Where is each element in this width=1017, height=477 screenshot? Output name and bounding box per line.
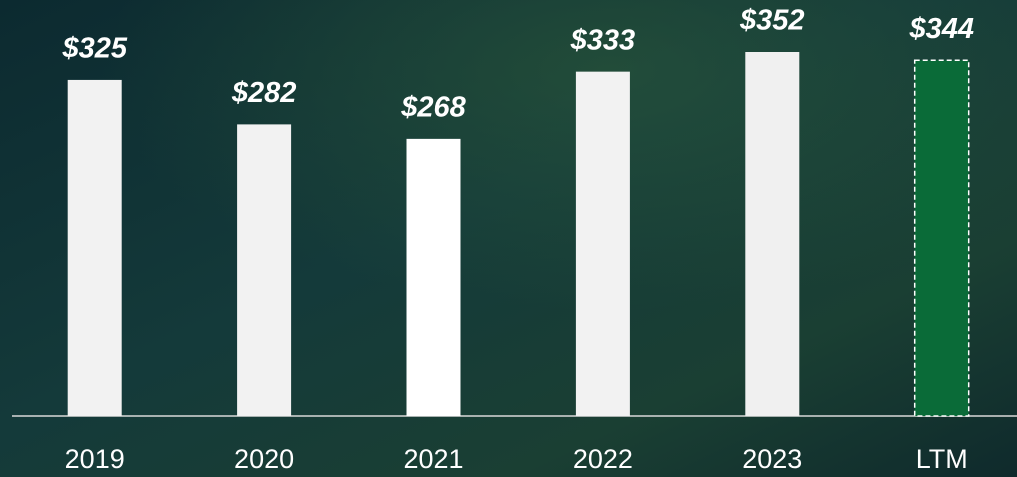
x-tick-label: 2020 <box>234 444 294 474</box>
bar <box>575 71 630 416</box>
x-tick-label: 2021 <box>403 444 463 474</box>
bar <box>67 79 122 416</box>
bar <box>745 52 800 416</box>
value-label: $344 <box>908 13 974 45</box>
x-tick-label: LTM <box>916 444 968 474</box>
value-label: $325 <box>61 33 127 65</box>
x-tick-label: 2023 <box>742 444 802 474</box>
x-tick-label: 2022 <box>573 444 633 474</box>
value-label: $333 <box>570 24 636 56</box>
value-label: $282 <box>231 77 297 109</box>
bar <box>406 138 461 416</box>
value-label: $352 <box>739 5 805 37</box>
value-label: $268 <box>400 92 466 124</box>
bar <box>237 124 292 417</box>
bar <box>913 59 970 417</box>
x-tick-label: 2019 <box>65 444 125 474</box>
